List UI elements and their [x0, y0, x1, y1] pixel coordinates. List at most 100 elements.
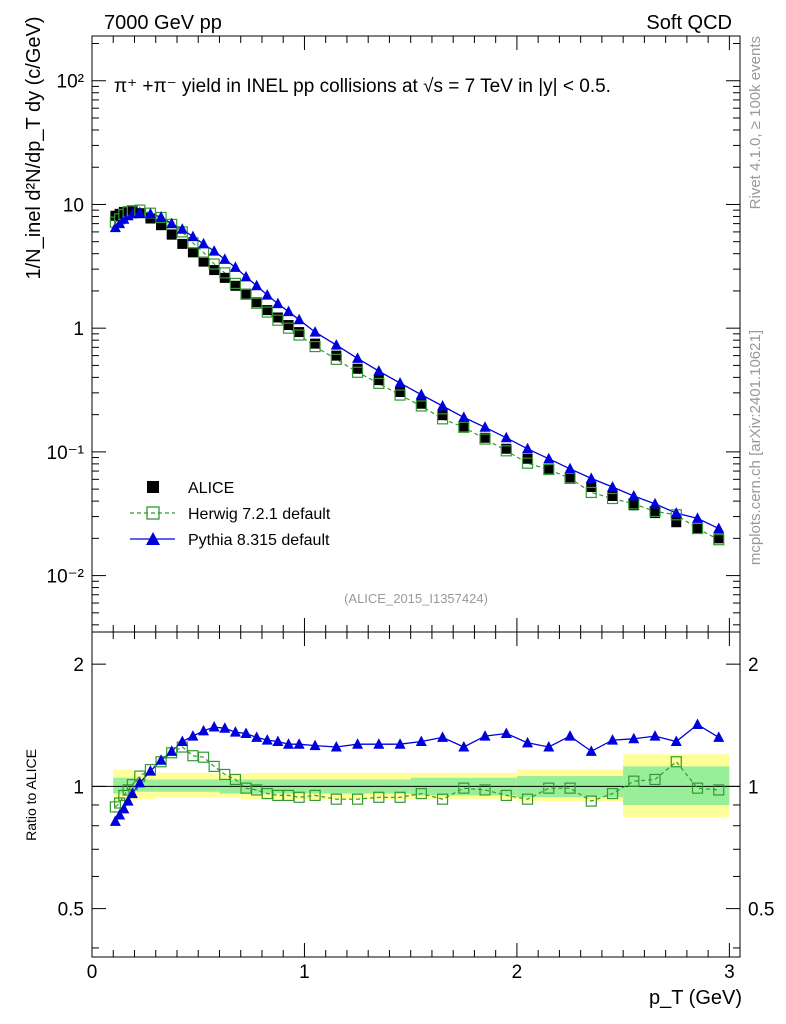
pythia-point: [229, 261, 241, 272]
pythia-ratio-point: [187, 730, 199, 741]
alice-point: [373, 375, 384, 386]
pythia-point: [134, 206, 146, 218]
pythia-ratio-point: [166, 745, 178, 756]
pythia-point: [208, 245, 220, 256]
legend-herwig-label: Herwig 7.2.1 default: [188, 506, 331, 523]
pythia-point: [176, 223, 188, 234]
herwig-ratio-point: [436, 793, 449, 805]
alice-point: [241, 288, 252, 299]
herwig-ratio-point: [240, 782, 252, 794]
alice-point: [458, 421, 469, 432]
pythia-ratio-point: [585, 745, 597, 756]
pythia-point: [522, 442, 534, 454]
herwig-ratio-point: [649, 773, 661, 786]
pythia-ratio-point: [198, 724, 210, 736]
herwig-ratio-point: [670, 756, 682, 768]
pythia-ratio-point: [122, 795, 134, 806]
herwig-point: [351, 366, 364, 378]
alice-point: [251, 297, 262, 308]
herwig-point: [500, 445, 512, 457]
herwig-point: [436, 413, 449, 425]
herwig-ratio-point: [197, 751, 210, 763]
herwig-point: [330, 353, 342, 365]
herwig-point: [691, 522, 704, 535]
chart-title: π⁺ +π⁻ yield in INEL pp collisions at √s…: [114, 76, 611, 97]
alice-point: [209, 265, 220, 276]
alice-point: [501, 443, 512, 454]
pythia-point: [479, 421, 491, 432]
legend-pythia-label: Pythia 8.315 default: [188, 532, 330, 549]
pythia-ratio-point: [543, 741, 555, 752]
ratio-bands: [92, 754, 740, 818]
pythia-point: [155, 211, 167, 222]
herwig-point: [251, 297, 263, 309]
ratio-y-label: Ratio to ALICE: [23, 749, 39, 841]
x-tick-label: 0: [87, 962, 98, 983]
pythia-ratio-point: [649, 730, 661, 741]
herwig-ratio-point: [521, 793, 534, 805]
pythia-point: [283, 305, 295, 317]
ratio-tick-label-right: 1: [748, 777, 759, 798]
pythia-point: [166, 217, 178, 229]
pythia-ratio-point: [628, 732, 640, 744]
herwig-ratio-point: [458, 782, 470, 794]
alice-point: [671, 517, 682, 528]
herwig-ratio-point: [293, 791, 305, 803]
ratio-tick-label-left: 0.5: [58, 900, 84, 921]
x-tick-label: 1: [299, 962, 310, 983]
herwig-point: [585, 486, 597, 499]
herwig-ratio-point: [394, 791, 406, 803]
herwig-point: [219, 267, 231, 279]
pythia-point: [144, 207, 156, 219]
legend-herwig-marker: [146, 506, 160, 520]
herwig-point: [272, 314, 284, 326]
alice-point: [543, 463, 554, 474]
pythia-point: [628, 489, 640, 501]
header-left: 7000 GeV pp: [104, 12, 222, 34]
herwig-ratio-point: [330, 793, 342, 805]
alice-point: [437, 410, 448, 421]
pythia-ratio-point: [109, 815, 121, 826]
alice-point: [156, 220, 167, 231]
alice-point: [713, 533, 724, 544]
ratio-tick-label-left: 2: [73, 655, 84, 676]
herwig-ratio-point: [564, 782, 576, 794]
herwig-ratio-point: [261, 787, 273, 800]
alice-point: [272, 312, 283, 323]
herwig-point: [564, 472, 576, 485]
alice-point: [628, 500, 639, 511]
herwig-ratio-point: [415, 787, 427, 800]
herwig-point: [240, 288, 252, 300]
y-tick-label: 10²: [57, 72, 84, 93]
pythia-ratio-point: [293, 738, 305, 749]
alice-point: [480, 432, 491, 443]
herwig-point: [415, 400, 427, 412]
pythia-ratio-point: [500, 727, 512, 738]
pythia-ratio-point: [114, 809, 126, 820]
herwig-point: [606, 492, 619, 505]
pythia-ratio-point: [373, 738, 385, 749]
herwig-ratio-point: [373, 791, 385, 803]
herwig-ratio-point: [479, 784, 491, 796]
herwig-ratio-point: [109, 801, 121, 813]
alice-point: [283, 320, 294, 331]
alice-point: [230, 280, 241, 291]
pythia-ratio-point: [522, 736, 534, 748]
analysis-id: (ALICE_2015_I1357424): [344, 591, 488, 606]
pythia-ratio-point: [176, 735, 188, 746]
pythia-ratio-point: [118, 802, 130, 814]
legend-alice-marker: [147, 481, 159, 493]
pythia-point: [251, 279, 263, 291]
pythia-point: [713, 522, 725, 534]
herwig-point: [261, 306, 273, 318]
alice-point: [310, 338, 321, 349]
pythia-ratio-point: [692, 718, 704, 730]
herwig-point: [373, 377, 385, 389]
pythia-ratio-point: [479, 730, 491, 741]
alice-point: [352, 363, 363, 374]
herwig-ratio-point: [282, 789, 295, 802]
herwig-ratio-point: [208, 760, 220, 772]
pythia-ratio-point: [251, 731, 263, 742]
herwig-point: [394, 389, 406, 401]
